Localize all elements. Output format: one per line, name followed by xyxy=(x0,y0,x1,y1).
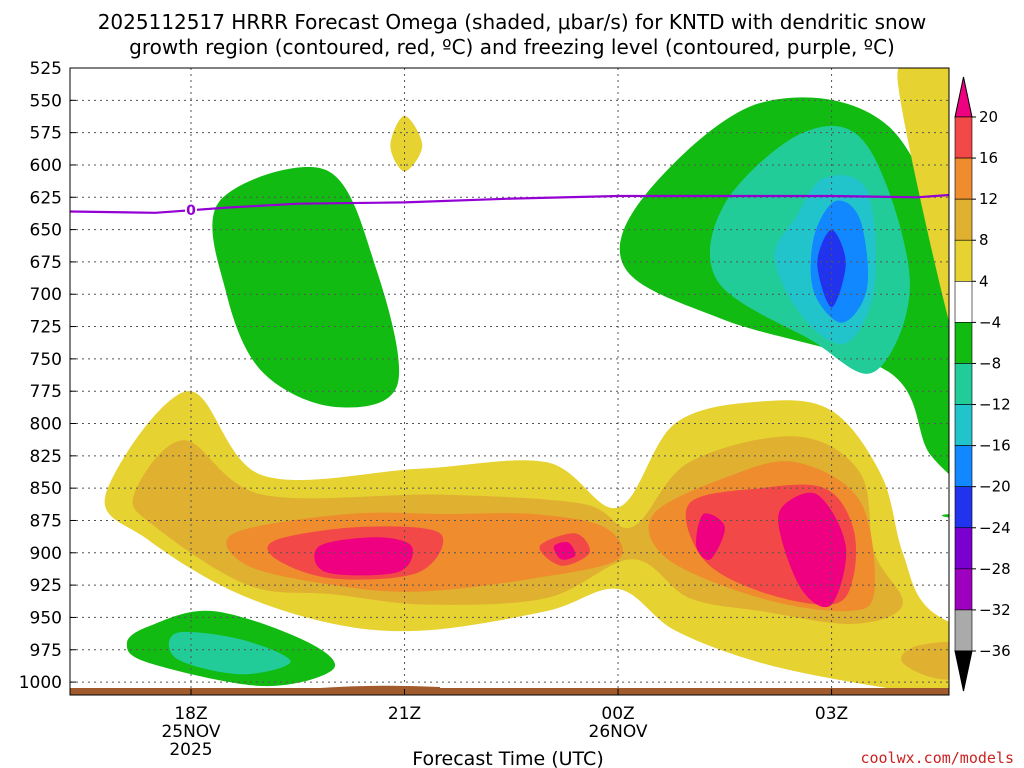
y-tick-label: 950 xyxy=(30,608,62,628)
y-tick-label: 850 xyxy=(30,479,62,499)
freezing-level-line xyxy=(70,193,949,214)
colorbar-bin xyxy=(954,198,973,241)
colorbar-label: 12 xyxy=(979,190,998,208)
y-tick-label: 1000 xyxy=(19,673,62,693)
colorbar-bin xyxy=(954,281,973,323)
colorbar-label: −12 xyxy=(979,396,1011,414)
y-tick-label: 875 xyxy=(30,511,62,531)
colorbar-bin xyxy=(954,445,973,487)
x-tick-label: 03Z xyxy=(815,704,848,724)
colorbar-bin xyxy=(954,527,973,570)
freezing-level-label-bg xyxy=(184,203,197,217)
colorbar-label: 20 xyxy=(979,108,998,126)
y-tick-label: 925 xyxy=(30,576,62,596)
colorbar-bin xyxy=(954,404,973,446)
colorbar-bin xyxy=(954,322,973,364)
y-axis: 525 550 575 600 625 650 675 700 725 750 775 800 825 8… xyxy=(19,59,76,693)
y-tick-label: 600 xyxy=(30,156,62,176)
colorbar-label: −8 xyxy=(979,354,1001,372)
colorbar-label: −36 xyxy=(979,642,1011,660)
colorbar-label: 8 xyxy=(979,231,989,249)
omega-region-yellow xyxy=(390,115,423,172)
y-tick-label: 550 xyxy=(30,91,62,111)
omega-region-green xyxy=(1002,535,1024,652)
omega-region-magenta xyxy=(314,537,413,576)
x-axis: 18Z25NOV202521Z00Z26NOV03Z06Z09Z xyxy=(161,689,848,760)
omega-region-green xyxy=(941,514,949,518)
colorbar-label: −4 xyxy=(979,313,1001,331)
y-tick-label: 900 xyxy=(30,544,62,564)
y-tick-label: 700 xyxy=(30,285,62,305)
colorbar-bin xyxy=(954,486,973,529)
plot-area: 00 xyxy=(70,68,1024,695)
y-tick-label: 575 xyxy=(30,124,62,144)
grid-lines xyxy=(70,68,949,695)
colorbar-bin xyxy=(954,157,973,200)
y-tick-label: 650 xyxy=(30,221,62,241)
colorbar-label: 16 xyxy=(979,149,998,167)
colorbar-label: −16 xyxy=(979,437,1011,455)
omega-region-magenta xyxy=(553,542,576,560)
colorbar: 20 16 12 8 4 −4 −8 −12 −16 −20 −24 −28 −32 −36 xyxy=(954,76,1011,692)
colorbar-label: −32 xyxy=(979,601,1011,619)
omega-region-yellow xyxy=(897,68,949,322)
x-tick-year: 2025 xyxy=(169,740,212,760)
plot-frame xyxy=(69,67,950,696)
omega-region-magenta xyxy=(696,513,725,560)
x-axis-label: Forecast Time (UTC) xyxy=(412,748,603,768)
y-tick-label: 675 xyxy=(30,253,62,273)
colorbar-label: 4 xyxy=(979,272,989,290)
y-tick-label: 975 xyxy=(30,641,62,661)
credit-text: coolwx.com/models xyxy=(860,749,1014,767)
x-tick-date: 26NOV xyxy=(589,722,648,742)
omega-region-green xyxy=(212,167,400,408)
x-tick-date: 25NOV xyxy=(161,722,220,742)
colorbar-bin xyxy=(954,568,973,611)
x-tick-label: 00Z xyxy=(601,704,634,724)
colorbar-bin xyxy=(954,239,973,282)
y-tick-label: 750 xyxy=(30,350,62,370)
chart-title-line2: growth region (contoured, red, ºC) and f… xyxy=(129,35,895,59)
colorbar-bin xyxy=(954,363,973,405)
y-tick-label: 775 xyxy=(30,382,62,402)
freezing-level-contour: 00 xyxy=(70,193,949,219)
omega-region-gold xyxy=(901,641,949,680)
colorbar-label: −28 xyxy=(979,560,1011,578)
y-tick-label: 800 xyxy=(30,415,62,435)
colorbar-bin xyxy=(954,116,973,159)
terrain-band xyxy=(70,688,949,695)
x-tick-label: 21Z xyxy=(388,704,421,724)
colorbar-label: −24 xyxy=(979,519,1011,537)
omega-region-magenta xyxy=(778,492,847,608)
y-tick-label: 525 xyxy=(30,59,62,79)
freezing-level-label: 0 xyxy=(186,203,196,219)
colorbar-bin xyxy=(954,609,973,652)
omega-region-navy xyxy=(817,229,846,308)
omega-shading xyxy=(104,68,1024,695)
chart-title-line1: 2025112517 HRRR Forecast Omega (shaded, … xyxy=(98,10,927,34)
omega-region-teal xyxy=(168,631,291,675)
colorbar-under-arrow xyxy=(954,650,973,692)
colorbar-over-arrow xyxy=(954,76,973,118)
x-tick-label: 18Z xyxy=(174,704,207,724)
y-tick-label: 625 xyxy=(30,188,62,208)
y-tick-label: 725 xyxy=(30,318,62,338)
terrain-bump xyxy=(320,685,440,690)
colorbar-label: −20 xyxy=(979,478,1011,496)
y-tick-label: 825 xyxy=(30,447,62,467)
